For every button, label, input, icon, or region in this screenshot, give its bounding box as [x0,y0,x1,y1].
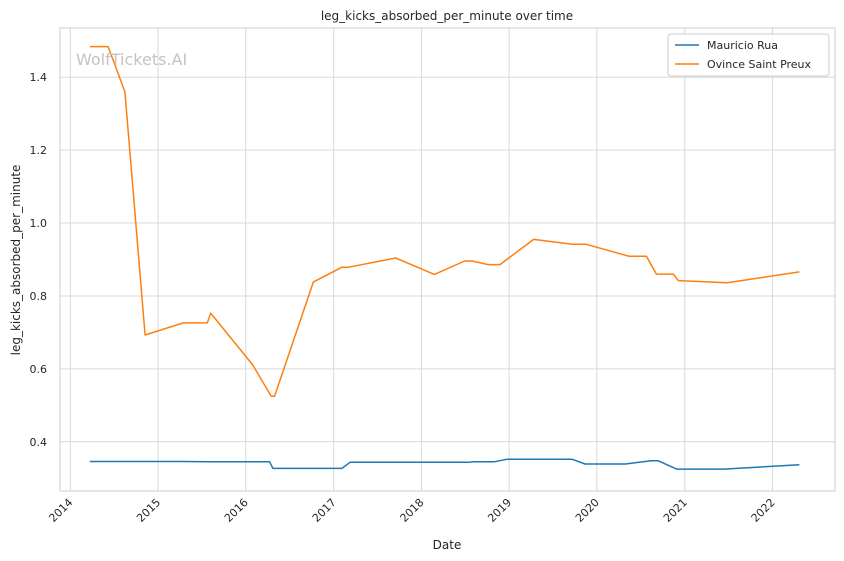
legend-label-0: Mauricio Rua [707,39,778,52]
legend-box [667,33,830,77]
y-tick-label: 1.2 [30,144,48,157]
y-ticks: 0.4 0.6 0.8 1.0 1.2 1.4 [30,71,48,449]
y-axis-label: leg_kicks_absorbed_per_minute [9,165,23,356]
plot-frame [59,27,836,492]
y-tick-label: 1.0 [30,217,48,230]
grid [60,28,835,491]
series-line-0 [89,458,800,470]
watermark-text: WolfTickets.AI [76,50,187,69]
y-tick-label: 0.8 [30,290,48,303]
y-tick-label: 1.4 [30,71,48,84]
x-axis-label: Date [433,538,462,552]
y-tick-label: 0.4 [30,436,48,449]
legend-label-1: Ovince Saint Preux [707,58,812,71]
y-tick-label: 0.6 [30,363,48,376]
series-layer [89,45,800,470]
legend: Mauricio Rua Ovince Saint Preux [667,33,830,77]
series-line-1 [89,45,800,397]
plot-area [60,28,835,491]
chart-title: leg_kicks_absorbed_per_minute over time [321,9,573,23]
